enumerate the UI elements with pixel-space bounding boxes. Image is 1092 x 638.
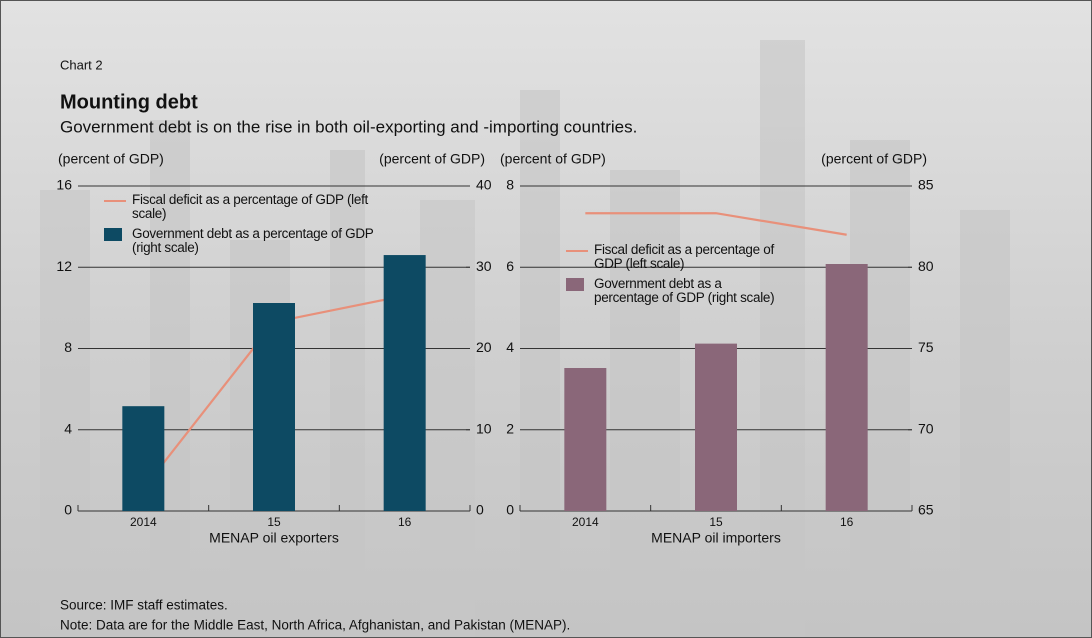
- y-tick-label: 16: [56, 177, 72, 193]
- legend-item: Fiscal deficit as a percentage of GDP (l…: [104, 193, 404, 221]
- y2-tick-label: 40: [476, 177, 492, 193]
- y2-tick-label: 85: [918, 177, 934, 193]
- legend-swatch: [104, 228, 122, 241]
- bar: [564, 368, 607, 511]
- legend-label: Government debt as a percentage of GDP (…: [132, 226, 374, 255]
- y-tick-label: 0: [506, 502, 514, 518]
- legend-swatch: [566, 250, 588, 252]
- x-axis-label: MENAP oil importers: [651, 530, 781, 546]
- source: Source: IMF staff estimates.: [60, 598, 228, 613]
- y-tick-label: 0: [64, 502, 72, 518]
- chart-subtitle: Government debt is on the rise in both o…: [60, 117, 637, 136]
- x-tick-label: 16: [840, 515, 854, 529]
- bar: [383, 255, 426, 511]
- y2-tick-label: 80: [918, 258, 934, 274]
- legend-item: Government debt as a percentage of GDP (…: [104, 227, 404, 255]
- legend-label: Fiscal deficit as a percentage of GDP (l…: [594, 242, 774, 271]
- note: Note: Data are for the Middle East, Nort…: [60, 618, 570, 633]
- line: [585, 212, 847, 236]
- y-tick-label: 8: [64, 339, 72, 355]
- y2-tick-label: 70: [918, 420, 934, 436]
- x-tick-label: 2014: [572, 515, 599, 529]
- x-tick-label: 2014: [130, 515, 157, 529]
- y2-tick-label: 65: [918, 502, 934, 518]
- bar: [825, 264, 868, 511]
- legend-label: Government debt as a percentage of GDP (…: [594, 276, 775, 305]
- chart-label: Chart 2: [60, 57, 103, 72]
- bar: [253, 303, 295, 511]
- x-tick-label: 15: [709, 515, 723, 529]
- y2-axis-label: (percent of GDP): [379, 151, 485, 167]
- y-tick-label: 8: [506, 177, 514, 193]
- x-tick-label: 15: [267, 515, 281, 529]
- y2-tick-label: 75: [918, 339, 934, 355]
- x-tick-label: 16: [398, 515, 412, 529]
- bar: [695, 343, 737, 511]
- y2-tick-label: 30: [476, 258, 492, 274]
- chart-title: Mounting debt: [60, 91, 198, 113]
- y-axis-label: (percent of GDP): [58, 151, 164, 167]
- y-tick-label: 4: [506, 339, 514, 355]
- y-tick-label: 4: [64, 420, 72, 436]
- y-tick-label: 12: [56, 258, 72, 274]
- y-tick-label: 2: [506, 420, 514, 436]
- x-axis-label: MENAP oil exporters: [209, 530, 339, 546]
- legend-label: Fiscal deficit as a percentage of GDP (l…: [132, 192, 368, 221]
- legend-swatch: [566, 278, 584, 291]
- y2-tick-label: 0: [476, 502, 484, 518]
- y-axis-label: (percent of GDP): [500, 151, 606, 167]
- legend-item: Government debt as a percentage of GDP (…: [566, 277, 781, 305]
- bar: [122, 406, 165, 511]
- y2-tick-label: 20: [476, 339, 492, 355]
- legend-item: Fiscal deficit as a percentage of GDP (l…: [566, 243, 781, 271]
- y2-tick-label: 10: [476, 420, 492, 436]
- legend: Fiscal deficit as a percentage of GDP (l…: [104, 193, 404, 261]
- legend: Fiscal deficit as a percentage of GDP (l…: [566, 243, 781, 311]
- y-tick-label: 6: [506, 258, 514, 274]
- legend-swatch: [104, 200, 126, 202]
- y2-axis-label: (percent of GDP): [821, 151, 927, 167]
